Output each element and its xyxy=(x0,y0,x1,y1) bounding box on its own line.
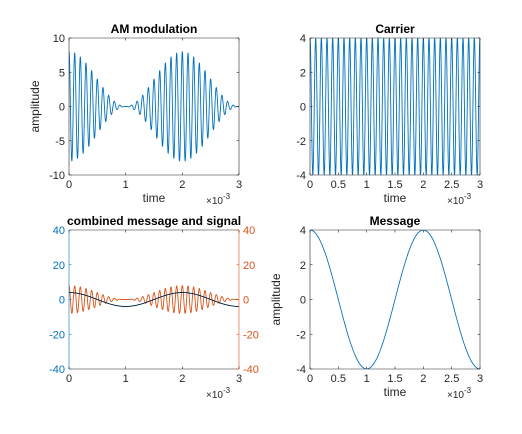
x-axis-label: time xyxy=(384,191,407,205)
chart-title: combined message and signal xyxy=(67,214,241,228)
x-tick-label: 1.5 xyxy=(387,179,402,191)
x-exponent-label: ×10-3 xyxy=(206,192,231,207)
y-tick-label: 2 xyxy=(300,260,306,272)
x-tick-label: 2 xyxy=(179,179,185,191)
x-tick-label: 2.5 xyxy=(444,179,459,191)
subplot-carrier: 0 0.5 1 1.5 2 2.5 3 -4 -2 0 2 4 Carrier time ×10-3 xyxy=(296,22,483,207)
y-tick-label-right: -20 xyxy=(243,329,259,341)
y-tick-label: -5 xyxy=(55,136,65,148)
chart-title: AM modulation xyxy=(111,22,198,36)
x-tick-label: 1.5 xyxy=(387,373,402,385)
y-tick-label-right: 0 xyxy=(243,295,249,307)
series-line-1 xyxy=(69,285,239,314)
chart-title: Message xyxy=(370,214,421,228)
y-axis-label: amplitude xyxy=(269,273,283,325)
x-tick-label: 3 xyxy=(236,179,242,191)
x-tick-label: 1 xyxy=(123,373,129,385)
axes-background xyxy=(310,38,480,175)
chart-title: Carrier xyxy=(375,22,415,36)
y-tick-label: -2 xyxy=(296,136,306,148)
x-tick-label: 0 xyxy=(307,179,313,191)
x-tick-label: 0 xyxy=(66,373,72,385)
x-tick-label: 2 xyxy=(420,179,426,191)
y-tick-label: -10 xyxy=(49,170,65,182)
y-tick-label: 0 xyxy=(59,295,65,307)
y-tick-label: 4 xyxy=(300,33,306,45)
y-tick-label: 2 xyxy=(300,67,306,79)
y-tick-label: 20 xyxy=(53,260,65,272)
y-tick-label: -20 xyxy=(49,329,65,341)
series-line-3 xyxy=(69,292,239,307)
y-tick-label: 0 xyxy=(300,295,306,307)
y-tick-label: 0 xyxy=(300,102,306,114)
x-axis-label: time xyxy=(143,191,166,205)
y-tick-label: -40 xyxy=(49,364,65,376)
axes-background xyxy=(69,38,239,175)
y-tick-label: -2 xyxy=(296,329,306,341)
x-exponent-label: ×10-3 xyxy=(447,386,472,401)
series-group xyxy=(310,230,480,369)
x-tick-label: 2.5 xyxy=(444,373,459,385)
y-tick-label: -4 xyxy=(296,364,306,376)
x-tick-label: 3 xyxy=(236,373,242,385)
y-tick-label: 0 xyxy=(59,102,65,114)
subplot-am: 0 1 2 3 -10 -5 0 5 10 AM modulation time amplitude ×… xyxy=(28,22,242,207)
x-tick-label: 0 xyxy=(66,179,72,191)
subplot-message: 0 0.5 1 1.5 2 2.5 3 -4 -2 0 2 4 Message time amplitude… xyxy=(269,214,483,401)
x-exponent-label: ×10-3 xyxy=(447,192,472,207)
y-axis-label: amplitude xyxy=(28,80,42,132)
x-tick-label: 3 xyxy=(477,179,483,191)
y-tick-label-right: -40 xyxy=(243,364,259,376)
x-tick-label: 0.5 xyxy=(331,373,346,385)
x-tick-label: 0.5 xyxy=(331,179,346,191)
y-tick-label: 5 xyxy=(59,67,65,79)
x-tick-label: 1 xyxy=(364,373,370,385)
x-tick-label: 3 xyxy=(477,373,483,385)
x-tick-label: 1 xyxy=(364,179,370,191)
series-line-1 xyxy=(69,51,239,162)
y-tick-label-right: 20 xyxy=(243,260,255,272)
x-tick-label: 2 xyxy=(179,373,185,385)
series-line-1 xyxy=(310,230,480,369)
x-exponent-label: ×10-3 xyxy=(206,386,231,401)
y-tick-label-right: 40 xyxy=(243,225,255,237)
x-tick-label: 1 xyxy=(123,179,129,191)
y-tick-label: -4 xyxy=(296,170,306,182)
series-group xyxy=(69,51,239,162)
x-tick-label: 2 xyxy=(420,373,426,385)
y-tick-label: 4 xyxy=(300,225,306,237)
y-tick-label: 40 xyxy=(53,225,65,237)
y-tick-label: 10 xyxy=(53,33,65,45)
x-axis-label: time xyxy=(384,385,407,399)
x-tick-label: 0 xyxy=(307,373,313,385)
series-group xyxy=(69,285,239,314)
